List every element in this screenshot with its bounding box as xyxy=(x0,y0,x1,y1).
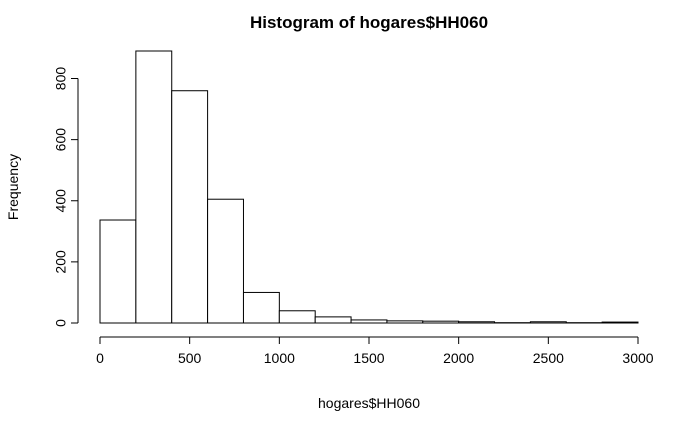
y-tick-label: 400 xyxy=(53,189,69,213)
x-tick-label: 1000 xyxy=(264,350,295,366)
histogram-bar xyxy=(135,50,173,324)
x-axis-label: hogares$HH060 xyxy=(318,395,420,411)
histogram-bar xyxy=(99,219,137,324)
histogram-bar xyxy=(350,319,388,324)
y-axis-label: Frequency xyxy=(5,154,21,220)
y-tick-label: 800 xyxy=(53,67,69,91)
histogram-bar xyxy=(601,321,639,324)
histogram-bar xyxy=(207,198,244,324)
x-tick-label: 3000 xyxy=(622,350,653,366)
histogram-bar xyxy=(529,321,567,324)
y-axis: 0 200 400 600 800 xyxy=(53,67,79,327)
histogram-bars xyxy=(99,50,639,324)
histogram-bar xyxy=(422,320,460,324)
x-tick-label: 0 xyxy=(96,350,104,366)
x-tick-label: 2000 xyxy=(443,350,474,366)
histogram-bar xyxy=(242,291,280,324)
histogram-bar xyxy=(314,316,352,324)
x-tick-label: 1500 xyxy=(353,350,384,366)
histogram-bar xyxy=(171,90,209,324)
y-tick-label: 0 xyxy=(53,319,69,327)
y-tick-label: 600 xyxy=(53,128,69,152)
x-axis: 0 500 1000 1500 2000 2500 3000 xyxy=(96,336,654,366)
y-tick-label: 200 xyxy=(53,250,69,274)
histogram-bar xyxy=(386,320,424,324)
histogram-bar xyxy=(458,321,496,324)
chart-title: Histogram of hogares$HH060 xyxy=(250,13,488,32)
x-tick-label: 500 xyxy=(178,350,202,366)
histogram-bar xyxy=(278,310,316,324)
x-tick-label: 2500 xyxy=(533,350,564,366)
